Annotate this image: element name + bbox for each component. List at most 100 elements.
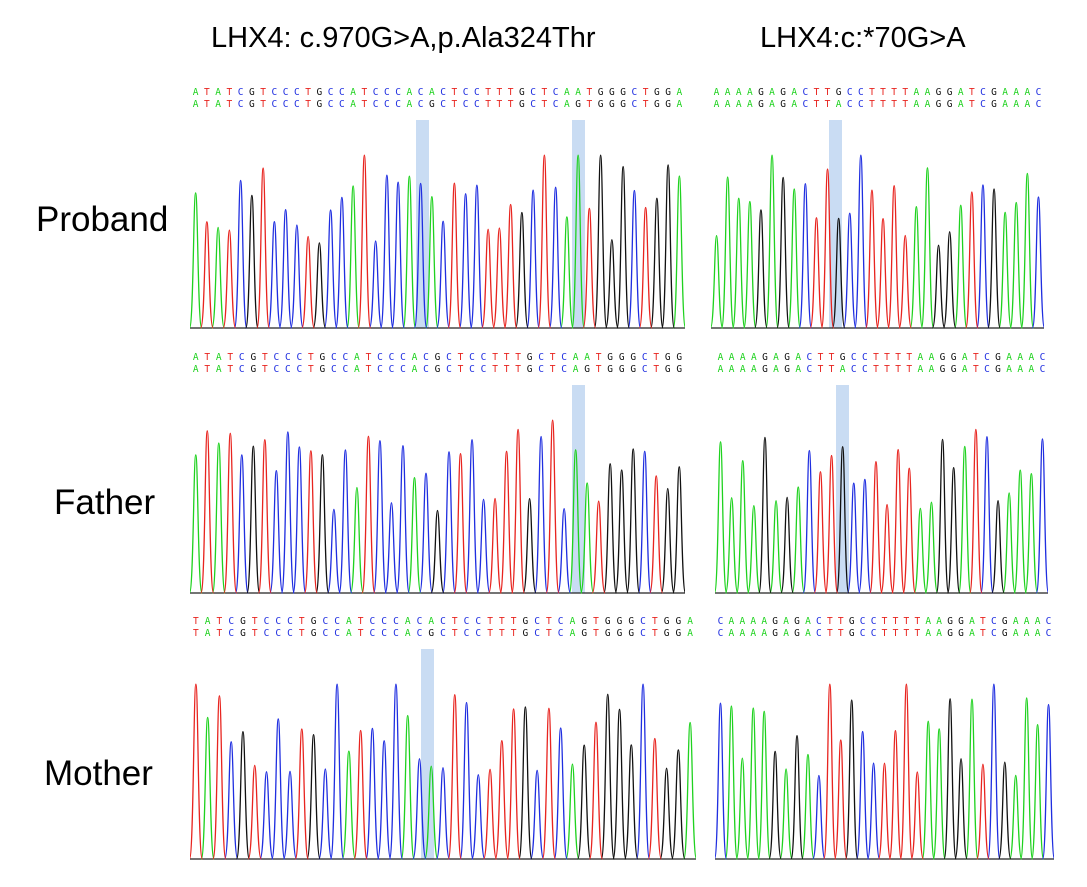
trace-c [798, 154, 1044, 329]
base-letter: G [940, 364, 946, 375]
base-letter: A [1017, 352, 1023, 363]
base-letter: T [511, 628, 517, 639]
base-letter: C [393, 628, 399, 639]
base-letter: T [829, 352, 835, 363]
base-letter: T [515, 352, 521, 363]
base-letter: T [504, 364, 510, 375]
base-letter: A [769, 99, 775, 110]
base-letter: C [377, 352, 383, 363]
base-letter: T [884, 364, 890, 375]
trace-c [233, 174, 642, 329]
base-letter: A [412, 364, 418, 375]
base-letter: C [858, 99, 864, 110]
column-title-right: LHX4:c:*70G>A [760, 22, 966, 54]
base-letter: C [561, 364, 567, 375]
base-letter: A [761, 616, 767, 627]
base-letter: T [587, 87, 593, 98]
base-letter: C [400, 352, 406, 363]
base-letter: C [331, 364, 337, 375]
base-letter: C [238, 87, 244, 98]
base-letter: A [769, 87, 775, 98]
base-letter: T [542, 99, 548, 110]
base-letter: G [523, 628, 529, 639]
base-letter: T [252, 628, 258, 639]
base-letter: A [925, 628, 931, 639]
base-letter: C [373, 99, 379, 110]
base-letter: T [515, 364, 521, 375]
base-letter: C [339, 87, 345, 98]
base-letter: C [1040, 364, 1046, 375]
base-letter: G [849, 628, 855, 639]
base-letter: G [654, 87, 660, 98]
base-letter: A [913, 87, 919, 98]
base-letter: G [654, 99, 660, 110]
base-letter: T [362, 99, 368, 110]
base-letter: C [423, 352, 429, 363]
base-letter: G [519, 99, 525, 110]
base-letter: A [1002, 99, 1008, 110]
trace-a [190, 442, 595, 594]
base-letter: T [204, 352, 210, 363]
base-letter: G [991, 87, 997, 98]
base-letter: A [407, 99, 413, 110]
base-letter: C [469, 364, 475, 375]
base-letter: A [564, 99, 570, 110]
base-letter: G [840, 352, 846, 363]
base-letter: T [891, 99, 897, 110]
base-letter: A [584, 352, 590, 363]
base-letter: A [929, 352, 935, 363]
base-letter: A [1006, 364, 1012, 375]
base-letter: C [463, 87, 469, 98]
base-letter: T [308, 352, 314, 363]
base-letter: G [609, 87, 615, 98]
base-letter: A [736, 87, 742, 98]
base-letter: G [617, 628, 623, 639]
base-letter: G [584, 364, 590, 375]
base-letter: G [435, 364, 441, 375]
base-letter: C [264, 616, 270, 627]
base-letter: A [936, 628, 942, 639]
base-letter: A [925, 87, 931, 98]
base-letter: G [991, 99, 997, 110]
base-letter: G [836, 87, 842, 98]
base-letter: C [285, 352, 291, 363]
base-letter: G [664, 616, 670, 627]
base-letter: C [553, 87, 559, 98]
base-letter: C [238, 99, 244, 110]
base-letter: C [558, 616, 564, 627]
base-letter: T [643, 87, 649, 98]
base-letter: C [228, 628, 234, 639]
base-letter: C [481, 352, 487, 363]
base-letter: T [204, 99, 210, 110]
base-letter: A [714, 99, 720, 110]
base-letter: G [936, 87, 942, 98]
base-letter: G [762, 364, 768, 375]
base-letter: C [816, 628, 822, 639]
base-letter: A [405, 628, 411, 639]
base-letter: A [751, 352, 757, 363]
base-letter: T [550, 364, 556, 375]
base-letter: A [1028, 352, 1034, 363]
base-letter: T [492, 352, 498, 363]
base-letter: C [343, 352, 349, 363]
base-letter: C [475, 616, 481, 627]
base-letter: C [534, 616, 540, 627]
trace-t [190, 683, 662, 860]
base-letter: T [593, 616, 599, 627]
base-letter: A [773, 352, 779, 363]
trace-a [724, 697, 1045, 860]
base-letter: C [334, 628, 340, 639]
base-letter: A [729, 628, 735, 639]
base-letter: G [758, 99, 764, 110]
base-letter: T [452, 87, 458, 98]
base-letter: G [784, 352, 790, 363]
base-letter: G [311, 616, 317, 627]
base-letter: T [204, 364, 210, 375]
base-letter: A [773, 364, 779, 375]
base-letter: C [806, 364, 812, 375]
base-letter: T [358, 616, 364, 627]
